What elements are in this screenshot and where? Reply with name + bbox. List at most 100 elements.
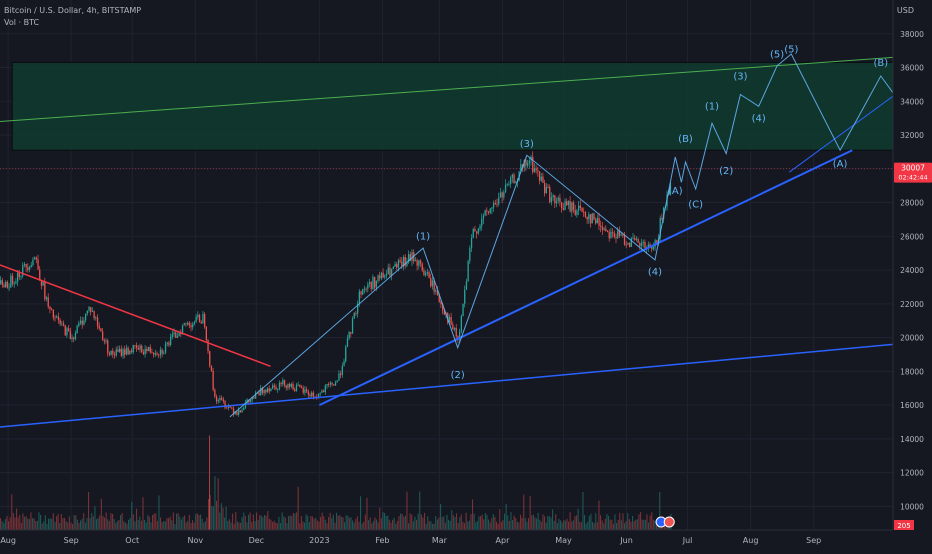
candle-body	[265, 389, 267, 393]
candle-body	[481, 218, 483, 226]
wave-label: (1)	[705, 102, 719, 113]
volume-bar	[200, 514, 202, 530]
volume-bar	[630, 521, 632, 530]
candle-body	[640, 243, 643, 247]
volume-bar	[313, 518, 315, 530]
candle-body	[295, 384, 298, 392]
candle-body	[6, 281, 9, 288]
volume-bar	[276, 523, 278, 530]
volume-bar	[585, 523, 587, 530]
candle-body	[215, 396, 218, 402]
volume-bar	[217, 478, 219, 530]
candle-body	[153, 352, 155, 355]
candle-body	[569, 201, 571, 212]
candle-body	[385, 273, 388, 276]
candle-body	[62, 323, 65, 326]
candle-body	[190, 325, 192, 328]
symbol-title[interactable]: Bitcoin / U.S. Dollar, 4h, BITSTAMP	[4, 6, 142, 15]
candle-body	[430, 278, 432, 287]
volume-bar	[414, 516, 416, 530]
candle-body	[612, 231, 614, 234]
volume-bar	[416, 519, 418, 530]
candle-body	[232, 408, 235, 414]
candle-body	[523, 160, 525, 168]
candle-body	[164, 343, 167, 353]
candle-body	[129, 350, 131, 355]
volume-bar	[481, 514, 483, 530]
volume-bar	[83, 513, 85, 530]
candle-body	[185, 323, 187, 325]
wave-label: (A)	[833, 159, 848, 170]
volume-indicator-label[interactable]: Vol · BTC	[4, 18, 40, 27]
candle-body	[450, 317, 452, 325]
volume-bar	[480, 516, 482, 530]
volume-bar	[342, 517, 344, 530]
volume-bar	[216, 500, 218, 530]
volume-bar	[521, 517, 523, 530]
volume-bar	[169, 516, 171, 530]
candle-body	[76, 325, 78, 334]
candle-body	[668, 193, 670, 196]
volume-bar	[520, 514, 522, 530]
candle-body	[224, 401, 226, 408]
candle-body	[499, 192, 502, 198]
volume-bar	[542, 514, 544, 530]
candle-body	[307, 391, 309, 395]
volume-bar	[62, 518, 64, 530]
volume-bar	[318, 521, 320, 530]
candle-body	[552, 195, 554, 198]
candle-body	[537, 170, 539, 172]
volume-bar	[552, 509, 554, 530]
candle-body	[273, 385, 275, 387]
price-axis	[893, 0, 932, 550]
candle-body	[249, 399, 252, 403]
candle-body	[358, 291, 360, 305]
volume-bar	[296, 512, 298, 530]
volume-bar	[32, 518, 34, 530]
volume-bar	[372, 521, 374, 530]
candle-body	[146, 348, 148, 352]
time-tick-label: Mar	[432, 536, 448, 545]
candle-body	[268, 388, 270, 392]
candle-body	[578, 205, 580, 211]
candle-body	[601, 227, 604, 230]
volume-bar	[652, 519, 654, 530]
volume-bar	[284, 517, 286, 530]
candle-body	[239, 410, 241, 413]
candle-body	[311, 392, 313, 397]
candle-body	[304, 389, 306, 393]
candle-body	[353, 312, 355, 319]
price-tick-label: 24000	[900, 266, 924, 275]
candle-body	[397, 260, 400, 268]
volume-bar	[316, 520, 318, 530]
candle-body	[535, 168, 537, 171]
volume-bar	[102, 515, 104, 530]
volume-bar	[644, 519, 646, 530]
volume-bar	[470, 514, 472, 530]
volume-bar	[606, 514, 608, 530]
candle-body	[192, 324, 194, 328]
candle-body	[122, 349, 124, 356]
candle-body	[176, 336, 179, 338]
volume-bar	[187, 520, 189, 530]
candle-body	[586, 216, 588, 220]
volume-bar	[488, 519, 490, 530]
volume-bar	[472, 499, 474, 530]
candle-body	[47, 297, 49, 307]
volume-bar	[545, 522, 547, 530]
candle-body	[154, 353, 156, 355]
candle-body	[503, 192, 505, 198]
wave-label: (B)	[678, 134, 693, 145]
volume-bar	[617, 520, 619, 530]
candle-body	[579, 205, 581, 208]
volume-bar	[371, 523, 373, 530]
candle-body	[136, 345, 138, 349]
volume-bar	[646, 514, 648, 530]
volume-bar	[595, 513, 597, 530]
volume-bar	[409, 513, 411, 530]
candle-body	[329, 382, 332, 385]
candle-body	[610, 231, 612, 239]
candle-body	[372, 276, 374, 290]
volume-bar	[324, 519, 326, 530]
volume-bar	[64, 518, 66, 530]
